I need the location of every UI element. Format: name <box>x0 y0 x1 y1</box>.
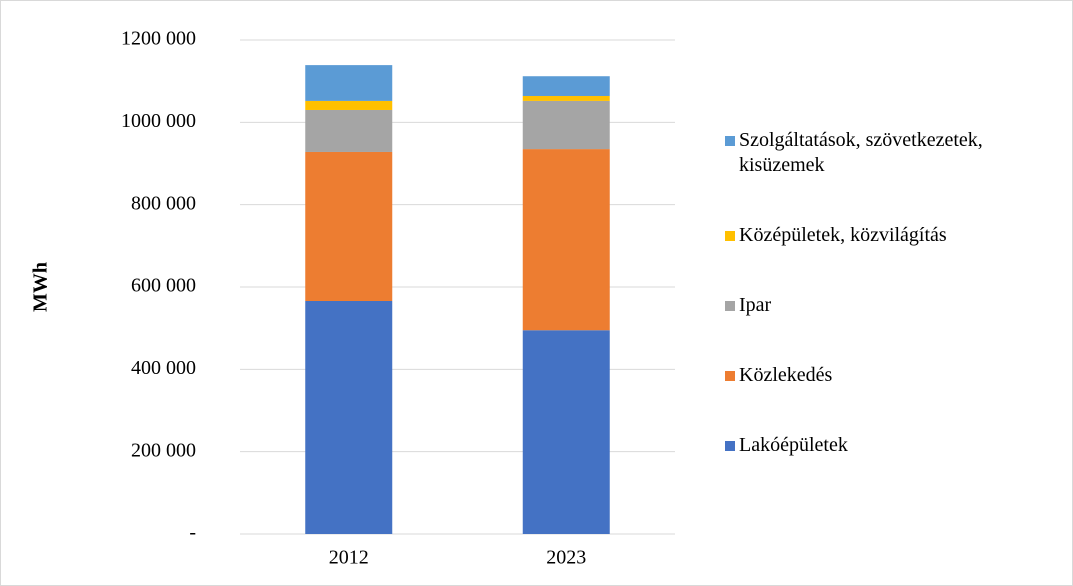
bar-segment <box>305 300 393 534</box>
legend-item: Ipar <box>725 293 1065 318</box>
y-tick-label: 200 000 <box>131 439 196 461</box>
legend: Szolgáltatások, szövetkezetek, kisüzemek… <box>725 128 1065 458</box>
bar-segment <box>522 149 610 331</box>
legend-swatch <box>725 301 735 311</box>
legend-label: Szolgáltatások, szövetkezetek, kisüzemek <box>739 129 983 176</box>
x-tick-label: 2012 <box>329 547 369 569</box>
bar-segment <box>522 100 610 150</box>
legend-item: Középületek, közvilágítás <box>725 223 1065 248</box>
legend-label: Középületek, közvilágítás <box>739 224 947 246</box>
bar-segment <box>522 76 610 96</box>
legend-item: Lakóépületek <box>725 433 1065 458</box>
legend-label: Ipar <box>739 294 772 316</box>
y-tick-label: 600 000 <box>131 275 196 297</box>
legend-swatch <box>725 136 735 146</box>
y-tick-label: 800 000 <box>131 192 196 214</box>
bar-segment <box>305 151 393 301</box>
bar-segment <box>305 109 393 152</box>
bar-segment <box>305 100 393 110</box>
y-tick-label: 1000 000 <box>121 110 196 132</box>
bar-segment <box>305 65 393 101</box>
legend-swatch <box>725 231 735 241</box>
legend-item: Közlekedés <box>725 363 1065 388</box>
legend-swatch <box>725 441 735 451</box>
legend-swatch <box>725 371 735 381</box>
x-tick-label: 2023 <box>546 547 586 569</box>
legend-label: Lakóépületek <box>739 434 848 456</box>
y-tick-label: - <box>189 522 196 544</box>
legend-item: Szolgáltatások, szövetkezetek, kisüzemek <box>725 128 1065 178</box>
legend-label: Közlekedés <box>739 364 833 386</box>
bar-segment <box>522 95 610 101</box>
y-axis-label: MWh <box>30 262 52 312</box>
y-tick-label: 400 000 <box>131 357 196 379</box>
bar-segment <box>522 330 610 534</box>
y-tick-label: 1200 000 <box>121 28 196 50</box>
